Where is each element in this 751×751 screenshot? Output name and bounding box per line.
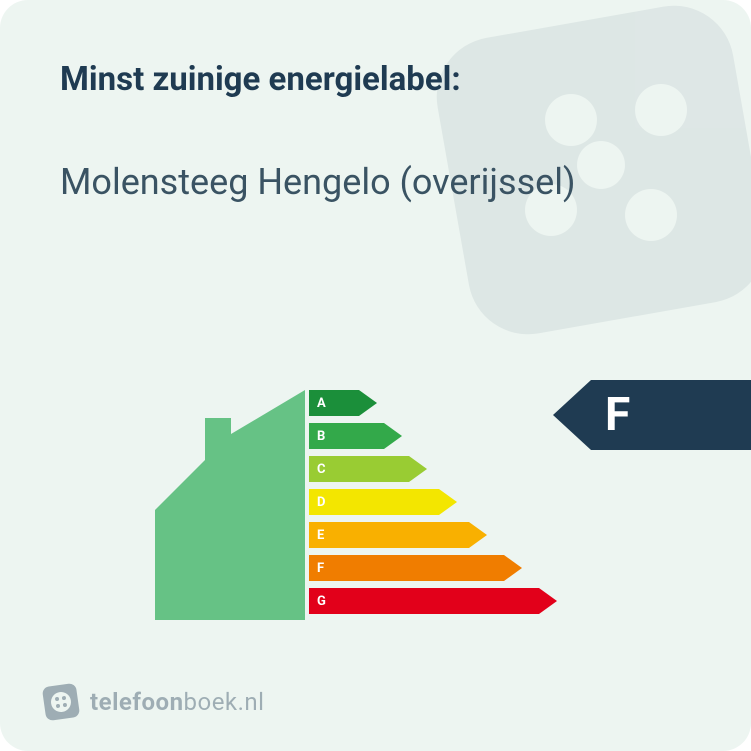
- energy-bar-arrow-icon: [409, 456, 427, 482]
- energy-bar-label: G: [317, 588, 326, 614]
- energy-bar-body: F: [309, 555, 504, 581]
- footer-brand-bold: telefoon: [90, 688, 184, 716]
- energy-bar-arrow-icon: [359, 390, 377, 416]
- energy-bar: E: [309, 522, 557, 548]
- energy-bar-label: C: [317, 456, 326, 482]
- energy-bar-arrow-icon: [469, 522, 487, 548]
- energy-bar-label: B: [317, 423, 325, 449]
- page-title: Minst zuinige energielabel:: [60, 60, 691, 99]
- energy-bar-body: A: [309, 390, 359, 416]
- page-subtitle: Molensteeg Hengelo (overijssel): [60, 160, 691, 205]
- energy-bar-arrow-icon: [539, 588, 557, 614]
- energy-bar-body: D: [309, 489, 439, 515]
- footer: telefoonboek.nl: [44, 685, 265, 719]
- grade-arrow-icon: [553, 380, 591, 450]
- energy-bar: C: [309, 456, 557, 482]
- energy-bar-label: F: [317, 555, 324, 581]
- energy-bar: F: [309, 555, 557, 581]
- energy-bars: ABCDEFG: [309, 390, 557, 621]
- energy-chart: ABCDEFG F: [0, 360, 751, 660]
- energy-bar-body: C: [309, 456, 409, 482]
- footer-brand: telefoonboek.nl: [90, 688, 265, 716]
- energy-bar-body: G: [309, 588, 539, 614]
- energy-bar-arrow-icon: [504, 555, 522, 581]
- card: Minst zuinige energielabel: Molensteeg H…: [0, 0, 751, 751]
- footer-logo-icon: [42, 683, 80, 721]
- energy-bar: A: [309, 390, 557, 416]
- footer-brand-light: boek: [184, 688, 238, 716]
- energy-bar-arrow-icon: [384, 423, 402, 449]
- energy-bar-arrow-icon: [439, 489, 457, 515]
- footer-brand-suffix: .nl: [238, 688, 265, 716]
- grade-text: F: [591, 380, 751, 450]
- energy-bar-body: E: [309, 522, 469, 548]
- energy-bar-body: B: [309, 423, 384, 449]
- energy-bar: G: [309, 588, 557, 614]
- grade-label: F: [553, 380, 751, 450]
- house-icon: [145, 390, 305, 620]
- energy-bar: B: [309, 423, 557, 449]
- energy-bar-label: E: [317, 522, 324, 548]
- energy-bar-label: D: [317, 489, 325, 515]
- energy-bar: D: [309, 489, 557, 515]
- energy-bar-label: A: [317, 390, 326, 416]
